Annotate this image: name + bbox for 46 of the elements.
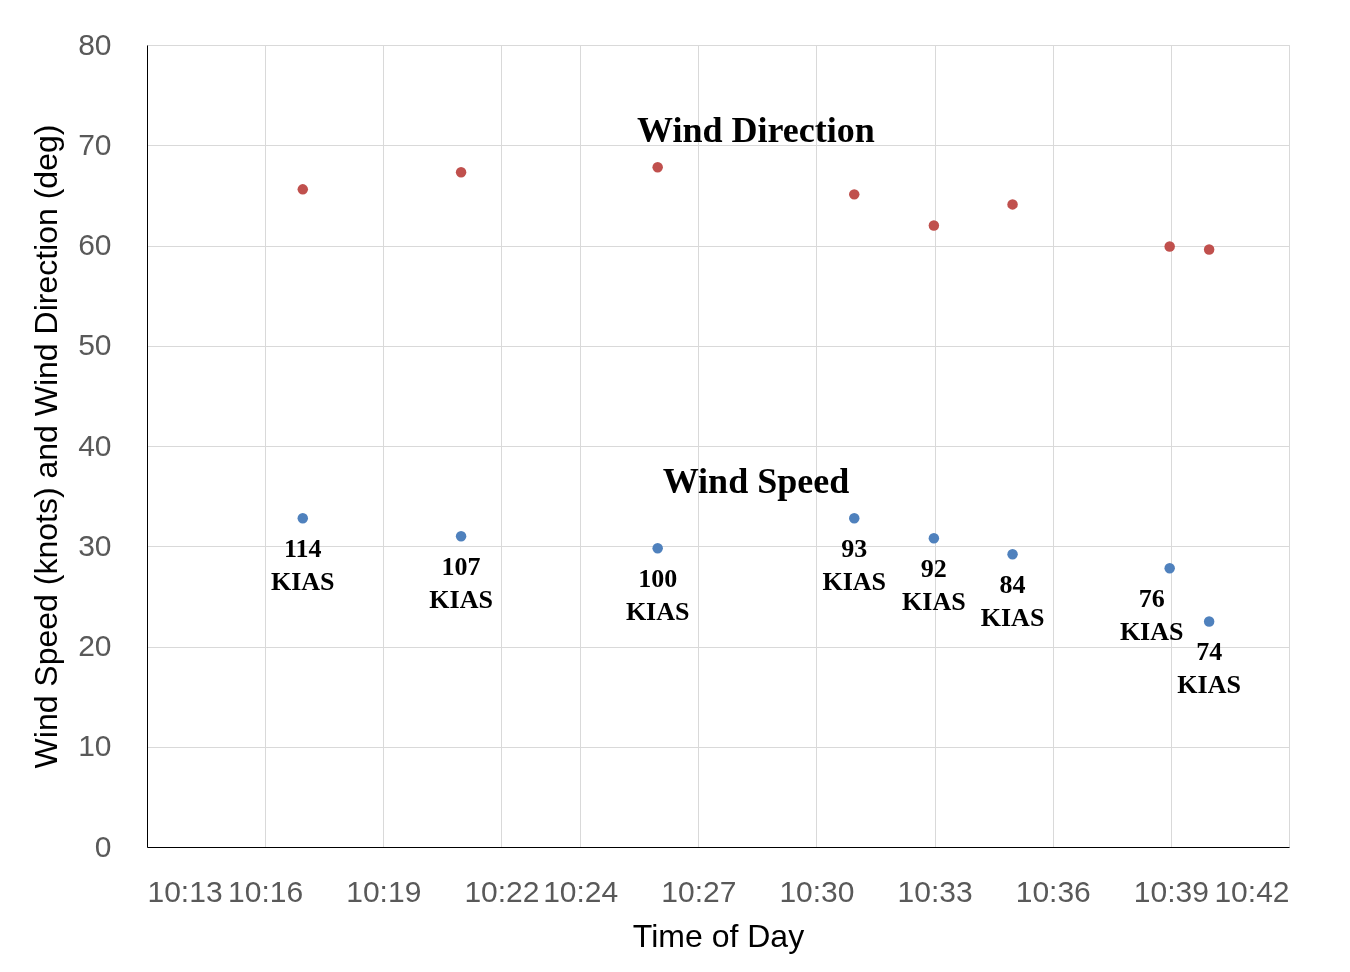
x-tick-label: 10:30 — [779, 874, 855, 908]
point — [1007, 549, 1018, 560]
y-tick-label: 20 — [78, 629, 112, 662]
series-label: Wind Speed — [662, 461, 850, 502]
point — [849, 512, 860, 524]
point — [455, 167, 467, 178]
point — [1203, 616, 1215, 627]
y-tick-label: 70 — [78, 127, 112, 161]
x-axis-title: Time of Day — [632, 917, 805, 954]
annotation: 107 KIAS — [429, 552, 493, 615]
point — [928, 533, 940, 544]
y-tick-label: 10 — [78, 729, 112, 763]
x-tick-label: 10:42 — [1214, 874, 1290, 908]
annotation: 92 KIAS — [902, 554, 966, 617]
annotation: 93 KIAS — [822, 534, 887, 597]
annotation: 84 KIAS — [980, 570, 1045, 633]
x-tick-label: 10:24 — [543, 874, 619, 908]
point — [1164, 241, 1175, 252]
annotation: 114 KIAS — [270, 534, 335, 597]
y-tick-label: 60 — [78, 228, 112, 261]
y-tick-label: 30 — [78, 528, 112, 562]
x-tick-label: 10:22 — [464, 874, 540, 908]
y-tick-label: 80 — [78, 27, 112, 61]
x-tick-label: 10:27 — [661, 874, 737, 908]
point — [849, 189, 860, 200]
y-tick-label: 50 — [78, 328, 112, 362]
point — [928, 220, 940, 231]
point — [455, 530, 467, 542]
y-axis-title: Wind Speed (knots) and Wind Direction (deg) — [28, 124, 65, 769]
x-tick-label: 10:19 — [346, 874, 422, 908]
point — [1007, 199, 1018, 210]
point — [1164, 563, 1175, 574]
x-tick-label: 10:39 — [1133, 874, 1209, 908]
x-tick-label: 10:36 — [1015, 874, 1091, 908]
y-tick-label: 40 — [78, 428, 112, 462]
point — [652, 162, 663, 173]
point — [297, 512, 309, 524]
annotation: 100 KIAS — [625, 564, 690, 627]
x-tick-label: 10:16 — [228, 874, 304, 908]
point — [1203, 244, 1215, 255]
point — [297, 184, 309, 195]
x-tick-label: 10:13 — [147, 874, 223, 908]
series-label: Wind Direction — [637, 110, 875, 151]
point — [652, 543, 663, 554]
y-tick-label: 0 — [94, 829, 112, 863]
x-tick-label: 10:33 — [897, 874, 973, 908]
